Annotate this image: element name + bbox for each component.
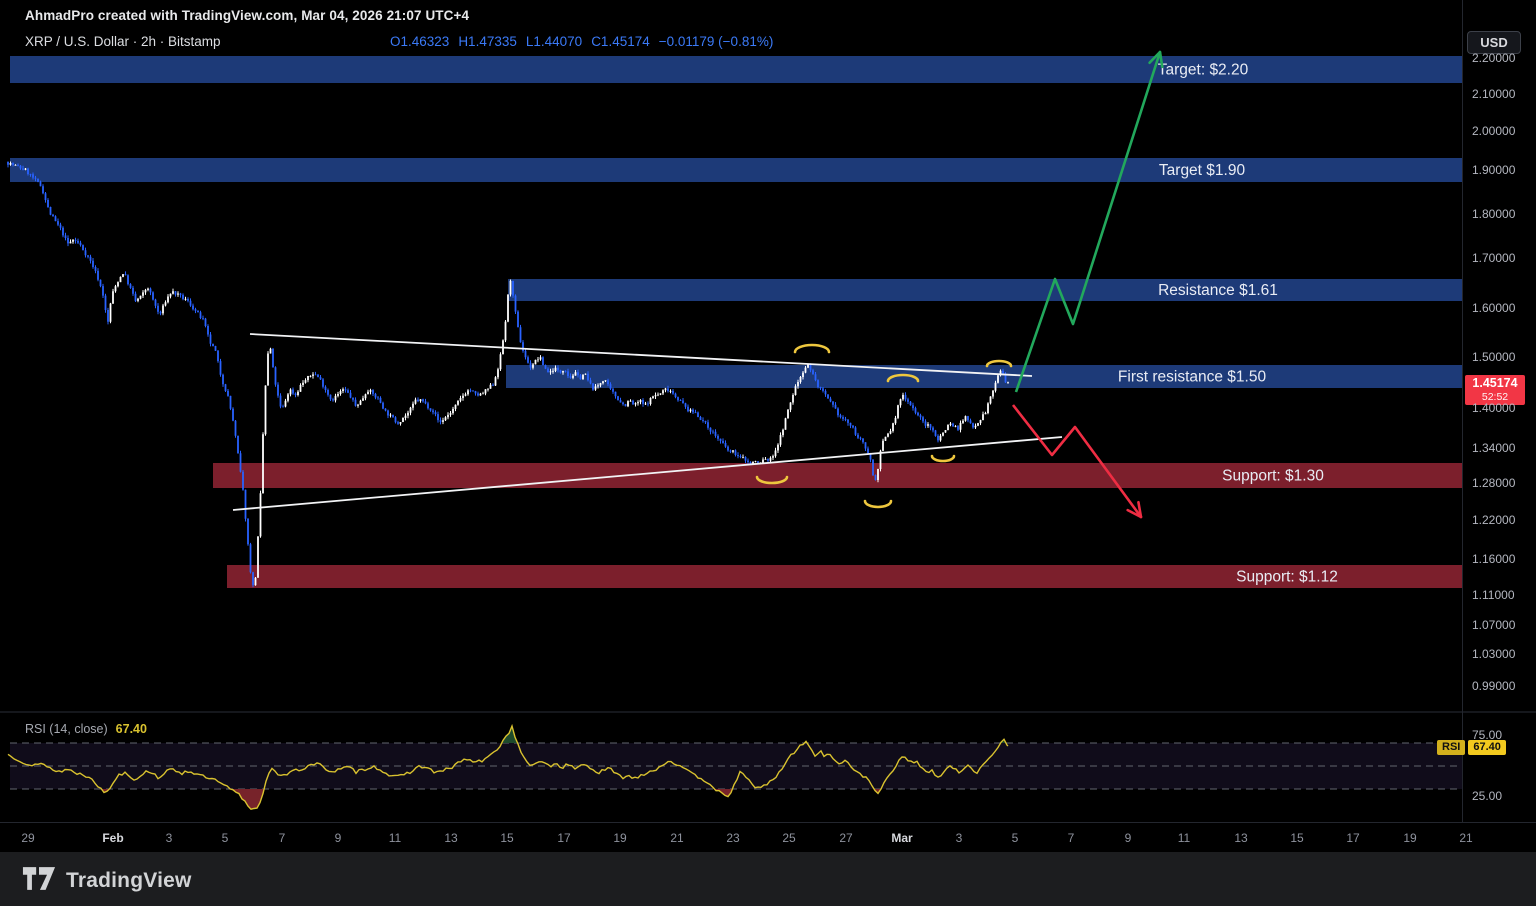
time-axis-label: 19 <box>1403 831 1417 845</box>
time-axis-label: 17 <box>1346 831 1360 845</box>
level-band-label: Target $1.90 <box>1159 162 1246 179</box>
rsi-axis-badges: RSI 67.40 <box>1437 740 1506 755</box>
price-axis-label: 1.40000 <box>1472 401 1516 415</box>
rsi-name: RSI (14, close) <box>25 722 108 736</box>
time-axis-label: 13 <box>1234 831 1248 845</box>
ohlc-token: L1.44070 <box>525 34 583 49</box>
time-axis-label: 25 <box>782 831 796 845</box>
currency-button[interactable]: USD <box>1467 31 1521 54</box>
tradingview-logo-text: TradingView <box>66 869 192 892</box>
time-axis-label: 7 <box>1067 831 1075 845</box>
rsi-pane[interactable] <box>7 713 1462 822</box>
tradingview-logo-icon <box>22 866 56 896</box>
ellipse-annotation[interactable] <box>755 475 789 485</box>
price-axis-label: 1.22000 <box>1472 513 1516 527</box>
candles[interactable] <box>7 161 1009 588</box>
last-price-badge: 1.45174 52:52 <box>1465 375 1525 405</box>
time-axis-label: 3 <box>955 831 963 845</box>
time-axis-label: 21 <box>1459 831 1473 845</box>
level-band-1.12[interactable]: Support: $1.12 <box>227 565 1462 588</box>
trendline-ascending-support[interactable] <box>232 436 1063 511</box>
time-axis-label: 29 <box>21 831 35 845</box>
price-axis-label: 1.11000 <box>1472 588 1515 602</box>
time-axis-label: 11 <box>388 831 402 845</box>
watermark-bar: AhmadPro created with TradingView.com, M… <box>0 0 1536 30</box>
time-axis-label: 9 <box>334 831 342 845</box>
level-band-1.3[interactable]: Support: $1.30 <box>213 463 1462 488</box>
time-axis-label: 5 <box>1011 831 1019 845</box>
price-axis-label: 1.28000 <box>1472 476 1516 490</box>
time-axis-label: 13 <box>444 831 458 845</box>
price-axis-label: 2.10000 <box>1472 87 1516 101</box>
symbol-bar: XRP / U.S. Dollar · 2h · Bitstamp O1.463… <box>0 30 1536 54</box>
price-axis-label: 1.03000 <box>1472 647 1516 661</box>
price-axis-label: 1.90000 <box>1472 163 1516 177</box>
rsi-line <box>7 723 1009 810</box>
bearish-scenario-arrow[interactable] <box>1011 404 1143 519</box>
price-axis-label: 0.99000 <box>1472 679 1516 693</box>
time-axis-label: 7 <box>278 831 286 845</box>
symbol-title[interactable]: XRP / U.S. Dollar · 2h · Bitstamp <box>25 34 221 49</box>
time-axis-label: 19 <box>613 831 627 845</box>
level-band-label: Support: $1.12 <box>1236 569 1338 586</box>
price-axis-label: 1.16000 <box>1472 552 1516 566</box>
ohlc-values: O1.46323 H1.47335 L1.44070 C1.45174 −0.01179… <box>390 34 782 49</box>
price-axis-label: 1.60000 <box>1472 301 1516 315</box>
time-axis-label: 3 <box>165 831 173 845</box>
level-band-label: Support: $1.30 <box>1222 468 1324 485</box>
rsi-current-value: 67.40 <box>115 722 147 736</box>
main-pane[interactable]: Target: $2.20 Target $1.90 Resistance $1.6… <box>7 50 1462 588</box>
time-axis-label: 11 <box>1177 831 1191 845</box>
price-axis[interactable]: 1.45174 52:52 2.20000 2.10000 2.00000 1.900… <box>1462 0 1536 822</box>
level-band-label: Resistance $1.61 <box>1158 282 1278 299</box>
time-axis[interactable]: 29 Feb 3 5 7 9 11 13 15 17 19 21 23 25 27 Mar 3 5 7 9 11 13 15… <box>0 822 1536 853</box>
time-axis-label: 15 <box>1290 831 1304 845</box>
price-axis-label: 1.07000 <box>1472 618 1516 632</box>
trendline-descending-resistance[interactable] <box>249 333 1033 377</box>
ellipse-annotation[interactable] <box>863 499 893 509</box>
ohlc-token: H1.47335 <box>458 34 517 49</box>
price-axis-label: 2.20000 <box>1472 51 1516 65</box>
level-band-label: First resistance $1.50 <box>1118 369 1267 386</box>
ohlc-token: O1.46323 <box>390 34 450 49</box>
bullish-scenario-arrow[interactable] <box>1014 50 1164 393</box>
time-axis-label: 21 <box>670 831 684 845</box>
rsi-badge-value: 67.40 <box>1468 740 1506 755</box>
ellipse-annotation[interactable] <box>985 359 1013 368</box>
rsi-badge-label: RSI <box>1437 740 1466 755</box>
price-axis-label: 1.80000 <box>1472 207 1516 221</box>
time-axis-label: Feb <box>102 831 124 845</box>
level-band-1.9[interactable]: Target $1.90 <box>10 158 1462 182</box>
rsi-axis-label: 25.00 <box>1472 789 1503 803</box>
ellipse-annotation[interactable] <box>793 343 831 354</box>
time-axis-label: 27 <box>839 831 853 845</box>
bar-countdown: 52:52 <box>1481 391 1509 403</box>
price-axis-label: 1.70000 <box>1472 251 1516 265</box>
time-axis-label: 23 <box>726 831 740 845</box>
price-axis-label: 1.34000 <box>1472 441 1516 455</box>
rsi-indicator-title[interactable]: RSI (14, close) 67.40 <box>25 722 147 736</box>
time-axis-label: 5 <box>221 831 229 845</box>
watermark-text: AhmadPro created with TradingView.com, M… <box>25 8 470 23</box>
ohlc-token: −0.01179 (−0.81%) <box>658 34 774 49</box>
level-band-1.61[interactable]: Resistance $1.61 <box>508 279 1462 301</box>
level-band-1.5[interactable]: First resistance $1.50 <box>506 365 1462 388</box>
time-axis-label: Mar <box>891 831 913 845</box>
footer-bar: TradingView <box>0 852 1536 906</box>
level-band-label: Target: $2.20 <box>1158 62 1249 79</box>
time-axis-label: 15 <box>500 831 514 845</box>
ohlc-token: C1.45174 <box>591 34 650 49</box>
time-axis-label: 9 <box>1124 831 1132 845</box>
ellipse-annotation[interactable] <box>930 454 956 463</box>
time-axis-label: 17 <box>557 831 571 845</box>
price-axis-label: 1.50000 <box>1472 350 1516 364</box>
price-axis-label: 2.00000 <box>1472 124 1516 138</box>
ellipse-annotation[interactable] <box>886 373 920 383</box>
rsi-axis-label: 75.00 <box>1472 728 1503 742</box>
level-band-2.2[interactable]: Target: $2.20 <box>10 56 1462 83</box>
tradingview-logo[interactable]: TradingView <box>22 866 192 896</box>
last-price-value: 1.45174 <box>1472 376 1518 390</box>
